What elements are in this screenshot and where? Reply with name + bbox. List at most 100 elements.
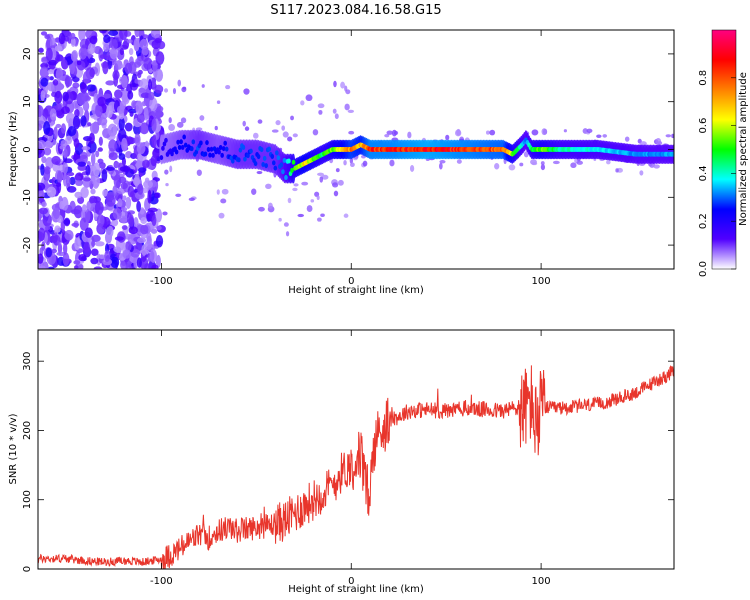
noise-blob <box>156 225 162 231</box>
scatter-blob <box>391 129 397 137</box>
scatter-blob <box>409 165 415 172</box>
scatter-blob <box>334 113 339 120</box>
noise-blob <box>83 241 90 253</box>
y-tick-label: -10 <box>22 189 33 205</box>
scatter-blob <box>639 170 644 176</box>
noise-blob <box>96 214 105 228</box>
colorbar-tick-label: 0.8 <box>698 70 709 86</box>
ridge-core <box>177 145 182 151</box>
scatter-blob <box>199 115 205 121</box>
scatter-blob <box>540 161 545 166</box>
scatter-blob <box>541 128 547 136</box>
noise-blob <box>148 91 155 101</box>
noise-blob <box>155 208 163 223</box>
bottom-x-axis-label: Height of straight line (km) <box>288 584 424 595</box>
scatter-blob <box>285 231 290 237</box>
noise-blob <box>98 117 108 126</box>
ridge-core <box>224 146 229 152</box>
noise-blob <box>126 39 133 44</box>
ridge-core <box>261 162 265 168</box>
noise-blob <box>97 96 107 107</box>
scatter-blob <box>671 133 674 139</box>
x-tick-label: 0 <box>348 576 354 587</box>
noise-blob <box>62 91 69 102</box>
noise-blob <box>87 42 96 55</box>
noise-blob <box>70 32 76 40</box>
scatter-blob <box>244 126 250 131</box>
noise-blob <box>73 265 79 269</box>
ridge-core <box>246 153 250 159</box>
noise-blob <box>62 173 68 187</box>
noise-blob <box>124 62 133 74</box>
bottom-plot-frame <box>37 329 675 570</box>
noise-blob <box>38 253 44 264</box>
noise-blob <box>60 123 67 134</box>
ridge-core <box>267 146 272 152</box>
noise-blob <box>108 30 119 36</box>
noise-blob <box>111 218 119 227</box>
noise-blob <box>95 150 100 158</box>
scatter-blob <box>168 124 176 131</box>
noise-blob <box>141 244 147 256</box>
scatter-blob <box>271 129 279 133</box>
noise-blob <box>119 215 128 224</box>
top-x-axis-label: Height of straight line (km) <box>288 285 424 296</box>
noise-blob <box>136 237 147 244</box>
noise-blob <box>62 252 70 266</box>
noise-blob <box>49 108 57 121</box>
noise-blob <box>114 89 123 99</box>
noise-blob <box>74 175 81 181</box>
noise-blob <box>97 254 106 259</box>
x-tick-label: -100 <box>150 576 173 587</box>
noise-blob <box>122 195 127 201</box>
noise-blob <box>40 31 48 36</box>
scatter-blob <box>218 212 225 219</box>
scatter-blob <box>362 160 368 167</box>
noise-blob <box>134 133 141 146</box>
noise-blob <box>113 174 122 189</box>
noise-blob <box>134 30 141 38</box>
ridge-core <box>179 139 183 145</box>
noise-blob <box>108 139 117 152</box>
noise-blob <box>72 115 81 130</box>
ridge-core <box>199 140 203 146</box>
ridge-core <box>275 150 279 156</box>
top-y-axis-label: Frequency (Hz) <box>8 111 19 187</box>
scatter-blob <box>445 134 450 141</box>
scatter-blob <box>596 134 602 138</box>
ridge-core <box>284 175 288 181</box>
scatter-blob <box>343 159 347 166</box>
noise-blob <box>87 141 97 154</box>
noise-blob <box>154 192 161 199</box>
noise-blob <box>147 207 158 213</box>
y-tick-label: 200 <box>22 421 33 440</box>
scatter-blob <box>243 88 250 95</box>
noise-blob <box>76 92 86 106</box>
noise-blob <box>128 47 134 56</box>
scatter-blob <box>182 86 187 90</box>
scatter-blob <box>300 100 305 106</box>
noise-blob <box>45 47 53 61</box>
ridge-core <box>185 147 190 153</box>
scatter-blob <box>275 120 281 126</box>
noise-blob <box>91 234 101 243</box>
ridge-core <box>249 148 253 154</box>
scatter-blob <box>176 121 184 128</box>
scatter-blob <box>439 159 446 164</box>
scatter-blob <box>283 222 289 227</box>
noise-blob <box>63 219 71 226</box>
noise-blob <box>38 207 49 215</box>
scatter-blob <box>653 164 660 169</box>
scatter-blob <box>317 103 325 109</box>
ridge-core <box>211 152 215 158</box>
noise-blob <box>94 201 104 215</box>
x-tick-label: -100 <box>150 276 173 287</box>
noise-blob <box>64 229 74 241</box>
scatter-blob <box>165 183 169 187</box>
scatter-blob <box>407 131 412 139</box>
noise-blob <box>59 145 66 150</box>
noise-blob <box>46 186 57 198</box>
noise-blob <box>113 246 122 253</box>
noise-blob <box>133 61 141 68</box>
